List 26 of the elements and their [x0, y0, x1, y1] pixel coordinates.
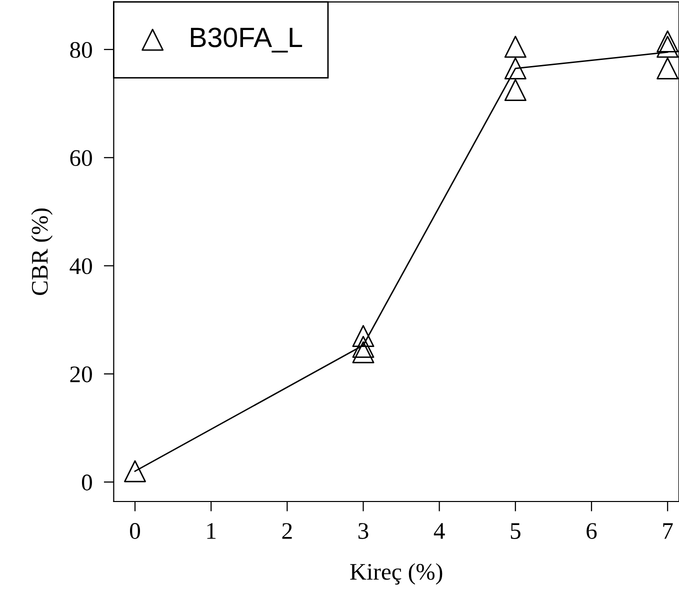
y-tick-label: 80	[70, 42, 92, 58]
point	[504, 36, 526, 58]
y-axis-title: CBR (%)	[31, 208, 53, 295]
x-tick-label: 4	[434, 523, 445, 539]
point	[504, 79, 526, 102]
x-tick-label: 1	[207, 523, 216, 539]
y-tick-label: 0	[82, 474, 92, 490]
point	[124, 460, 146, 482]
x-axis-title: Kireç (%)	[350, 563, 442, 585]
y-tick-label: 60	[70, 150, 92, 166]
y-tick-label: 40	[70, 258, 92, 274]
x-tick-label: 5	[510, 523, 520, 539]
x-tick-label: 2	[282, 523, 292, 539]
point	[656, 57, 679, 80]
x-tick-label: 3	[358, 523, 368, 539]
x-tick-label: 7	[663, 523, 673, 539]
legend-label: B30FA_L	[190, 28, 302, 53]
x-tick-label: 6	[586, 523, 597, 539]
point	[352, 341, 374, 364]
y-tick-label: 20	[70, 366, 92, 382]
point	[656, 36, 679, 58]
point	[352, 336, 374, 358]
x-tick-label: 0	[130, 523, 140, 539]
point	[352, 325, 374, 348]
point	[504, 57, 526, 80]
point	[656, 30, 679, 52]
